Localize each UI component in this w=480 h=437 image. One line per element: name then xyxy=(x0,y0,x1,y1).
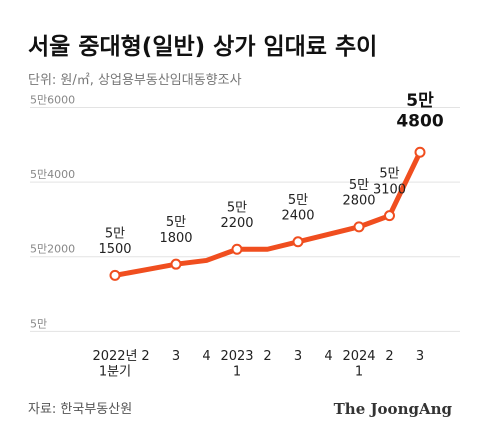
x-tick-label: 4 xyxy=(324,349,332,364)
data-label: 5만 3100 xyxy=(373,167,406,198)
data-label: 5만 2800 xyxy=(342,178,375,209)
y-tick-label: 5만6000 xyxy=(30,93,75,106)
point xyxy=(414,146,426,158)
x-tick-label: 4 xyxy=(202,349,210,364)
point xyxy=(109,269,121,281)
point xyxy=(170,258,182,270)
x-tick-label: 3 xyxy=(172,349,180,364)
point xyxy=(353,221,365,233)
credit: The JoongAng xyxy=(334,400,453,418)
y-tick-label: 5만 xyxy=(30,317,47,330)
subtitle: 단위: 원/㎡, 상업용부동산임대동향조사 xyxy=(28,73,242,88)
x-tick-label: 3 xyxy=(294,349,302,364)
x-tick-label: 2 xyxy=(263,349,271,364)
x-tick-label: 2023 1 xyxy=(220,349,253,380)
data-label: 5만 2200 xyxy=(220,200,253,231)
x-tick-label: 2024 1 xyxy=(342,349,375,380)
x-tick-label: 2022년 1분기 xyxy=(92,349,137,380)
x-tick-label: 2 xyxy=(141,349,149,364)
point xyxy=(231,243,243,255)
data-label: 5만 4800 xyxy=(396,91,443,131)
x-tick-label: 3 xyxy=(416,349,424,364)
data-label: 5만 2400 xyxy=(281,193,314,224)
y-tick-label: 5만2000 xyxy=(30,243,75,256)
point xyxy=(292,236,304,248)
line xyxy=(112,149,423,278)
point xyxy=(384,210,395,222)
x-tick-label: 2 xyxy=(385,349,393,364)
y-tick-label: 5만4000 xyxy=(30,168,75,181)
chart-title: 서울 중대형(일반) 상가 임대료 추이 xyxy=(28,34,377,60)
source: 자료: 한국부동산원 xyxy=(28,402,132,417)
data-label: 5만 1800 xyxy=(159,215,192,246)
data-label: 5만 1500 xyxy=(98,226,131,257)
